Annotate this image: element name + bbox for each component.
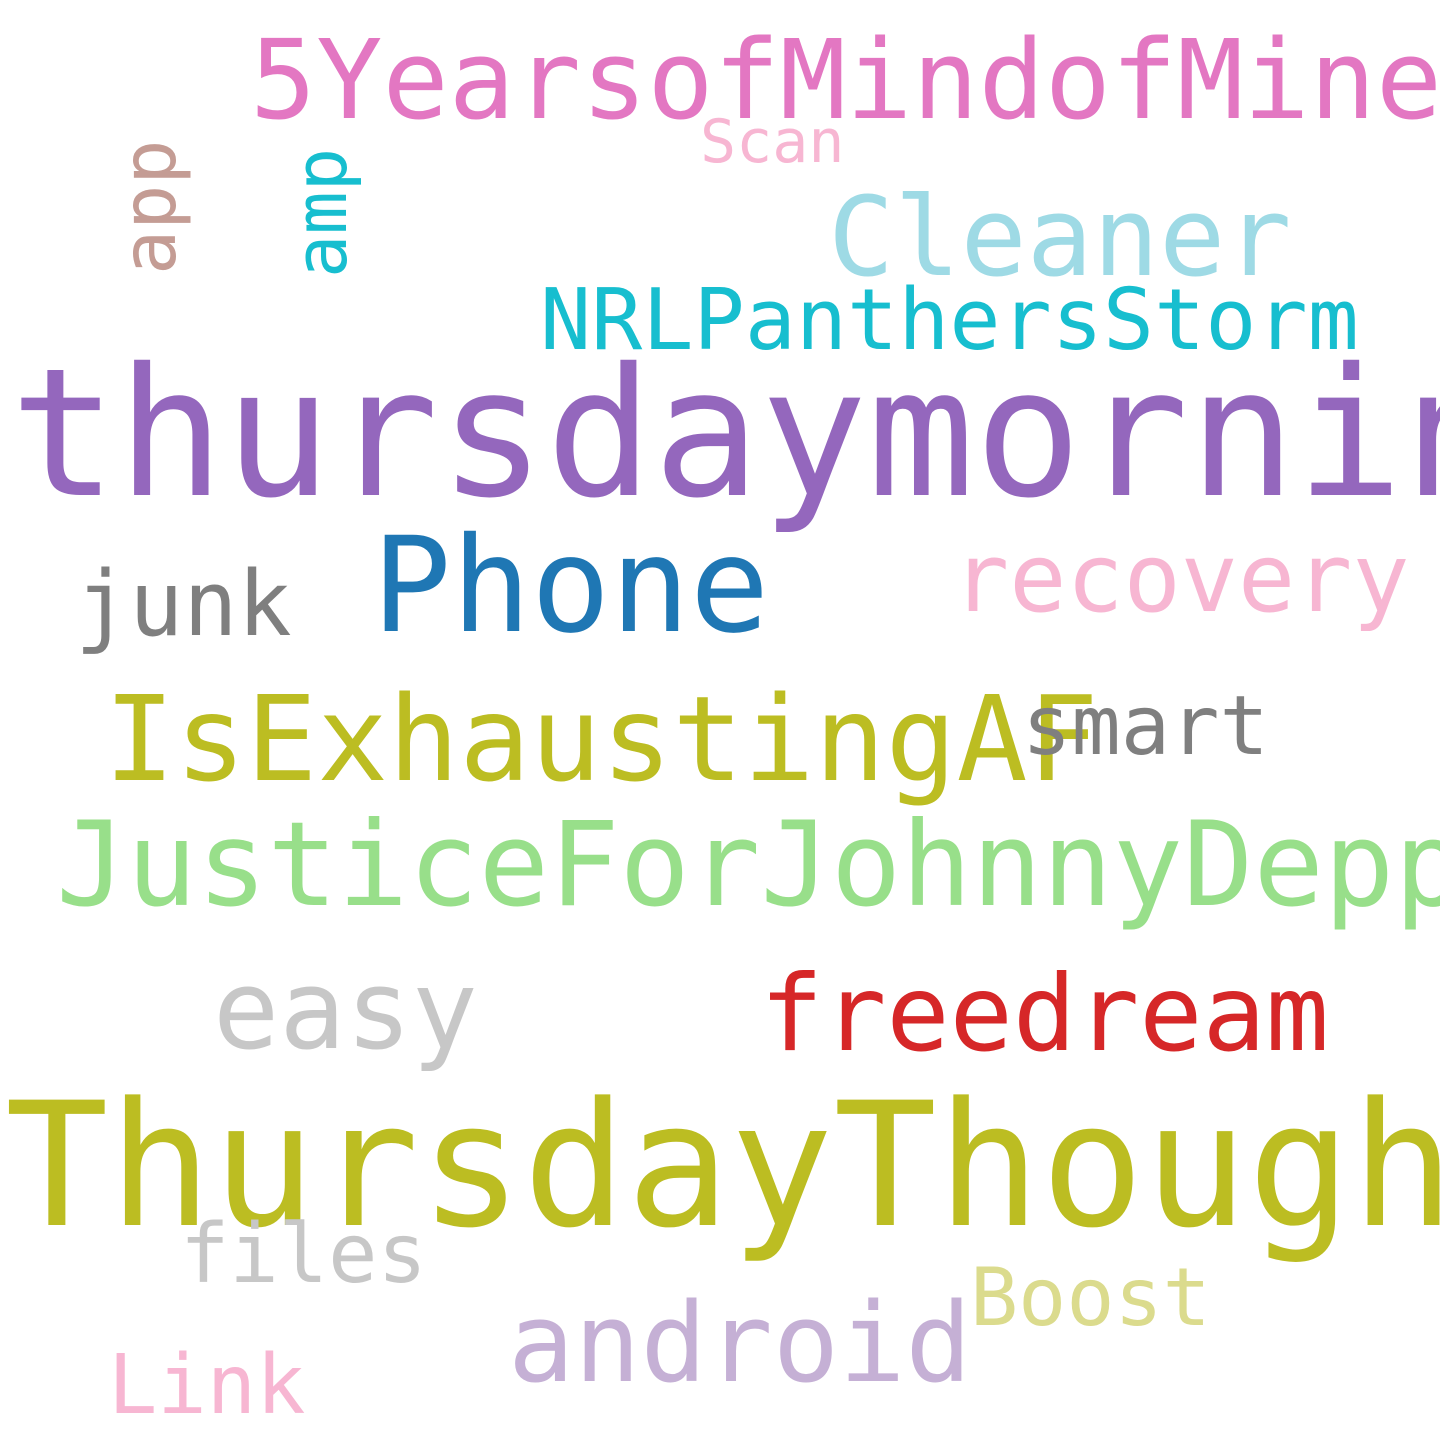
word-justiceforjohnnydepp: JusticeForJohnnyDepp [56, 796, 1440, 933]
word-recovery: recovery [952, 524, 1410, 634]
word-cleaner: Cleaner [828, 173, 1292, 301]
word-smart: smart [1022, 679, 1269, 774]
word-phone: Phone [372, 509, 770, 663]
word-5yearsofmindofmine: 5YearsofMindofMine [250, 16, 1440, 144]
word-android: android [508, 1279, 972, 1407]
word-nrlpanthersstorm: NRLPanthersStorm [540, 271, 1359, 370]
word-scan: Scan [700, 107, 845, 177]
word-thursdaymorning: thursdaymorning [10, 330, 1440, 537]
word-files: files [180, 1207, 427, 1302]
word-app: app [105, 139, 193, 275]
word-link: Link [108, 1338, 306, 1433]
word-freedream: freedream [760, 953, 1329, 1075]
word-thursdaythoughts: ThursdayThoughts [5, 1065, 1440, 1266]
word-easy: easy [213, 946, 478, 1074]
word-junk: junk [75, 552, 292, 657]
word-isexhaustingaf: IsExhaustingAF [104, 670, 1099, 808]
word-amp: amp [279, 147, 363, 278]
word-boost: Boost [970, 1251, 1211, 1344]
